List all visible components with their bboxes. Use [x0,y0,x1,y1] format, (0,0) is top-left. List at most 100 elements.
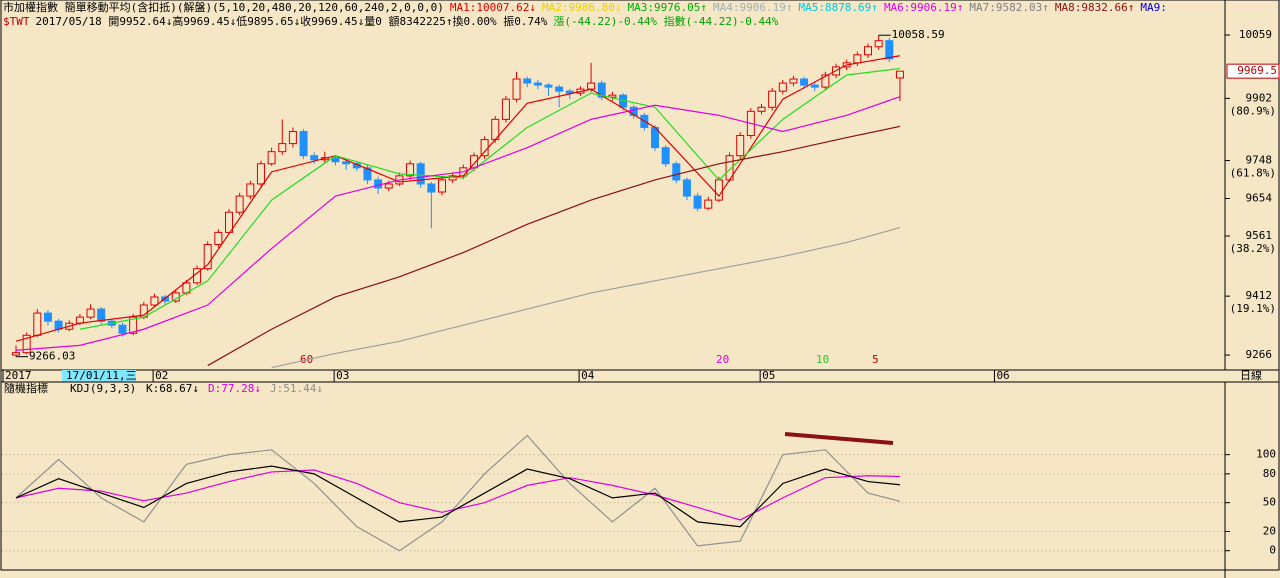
kdj-line [15,469,900,521]
y-tick-label: 9654 [1246,191,1273,204]
candle-body [800,78,809,86]
ma-legend: MA3:9976.05↑ [627,1,707,14]
candle-body [874,40,883,48]
candle-body [885,40,894,60]
x-tick-label: 03 [336,369,349,382]
ma-legend: MA4:9906.19↑ [712,1,793,14]
x-axis-strip [0,369,1280,383]
candle-body [416,163,425,185]
candle-body [129,316,138,334]
ma-period-label: 5 [872,353,879,366]
candle-body [374,179,383,189]
ma-period-label: 10 [816,353,829,366]
candle-body [256,163,265,185]
candle-body [299,130,308,157]
y-tick-label: 0 [1269,544,1276,557]
candle-body [203,243,212,270]
ma-line [15,96,901,351]
candle-body [608,94,617,98]
cursor-date: 17/01/11,三 [66,369,137,382]
ma-legend: MA1:10007.62↓ [449,1,536,14]
candle-body [693,195,702,209]
candle-body [757,106,766,112]
candle-body [150,296,159,306]
candle-body [384,183,393,189]
y-tick-label: 50 [1263,496,1276,509]
candle-body [342,161,351,165]
candle-body [736,135,745,157]
candle-body [789,78,798,84]
candle-body [501,98,510,120]
trend-line [784,432,894,445]
candle-body [810,84,819,88]
indicator-title: 市加權指數 簡單移動平均(含扣抵)(解盤)(5,10,20,480,20,120… [3,1,444,14]
quote-line: $TWT 2017/05/18 開9952.64↓高9969.45↓低9895.6… [3,15,1223,28]
candle-body [853,54,862,64]
candle-body [704,199,713,209]
ma-line [207,125,901,367]
candle-body [544,84,553,88]
last-price-box [1226,63,1280,79]
candle-body [331,157,340,163]
y-tick-label: 80 [1263,467,1276,480]
candle-body [864,46,872,56]
ma-legend: MA2:9986.80↓ [542,1,622,14]
candle-body [235,195,244,213]
candle-body [43,312,52,322]
x-tick-label: 06 [996,369,1009,382]
kdj-panel [0,381,1280,571]
y-tick-label: 9412 [1246,289,1273,302]
quote-text: $TWT [3,15,30,28]
ma-line [15,55,901,342]
fib-label: (19.1%) [1230,302,1276,315]
x-tick-label: 05 [762,369,775,382]
candle-body [587,82,596,90]
candle-body [555,86,564,92]
candle-body [512,78,521,100]
y-tick-label: 100 [1256,448,1276,461]
candle-body [768,90,777,108]
candle-body [310,155,319,161]
fib-label: (61.8%) [1230,167,1276,180]
candle-body [97,308,106,322]
kdj-line [15,465,901,528]
y-tick-label: 9748 [1246,154,1273,167]
x-tick-label: 2017 [5,369,32,382]
candle-body [33,312,42,336]
plot-area [12,35,904,369]
candle-body [22,334,31,354]
high-label: 10058.59 [892,28,945,41]
kdj-title: 隨機指標 [4,381,48,395]
fib-label: (80.9%) [1230,104,1276,117]
y-tick-label: 10059 [1239,28,1272,41]
candle-body [533,82,542,86]
candle-body [438,179,446,193]
x-tick-label: 02 [155,369,168,382]
candle-body [661,147,670,165]
y-tick-label: 9561 [1246,229,1273,242]
candle-body [523,78,532,84]
candle-body [778,82,787,92]
legend-entry: K:68.67↓ [146,382,199,395]
candle-body [682,179,691,197]
legend-entry: J:51.44↓ [270,382,323,395]
candle-body [714,179,723,201]
candle-body [895,70,904,79]
plot-area [15,434,901,552]
ma-legend: MA5:8878.69↑ [798,1,878,14]
candle-body [267,151,276,165]
quote-text: 2017/05/18 開9952.64↓高9969.45↓低9895.65↓收9… [35,15,548,28]
y-tick-label: 9266 [1246,348,1273,361]
candle-body [821,74,830,88]
x-tick-label: 04 [581,369,595,382]
candle-body [672,163,681,181]
ma-legend: MA9: [1140,1,1167,14]
candle-body [246,183,255,197]
candle-body [565,90,574,94]
legend-entry: D:77.28↓ [208,382,261,395]
cursor-date-box [62,370,136,382]
ma-legend: MA8:9832.66↑ [1054,1,1135,14]
last-price: 9969.5 [1237,64,1277,77]
